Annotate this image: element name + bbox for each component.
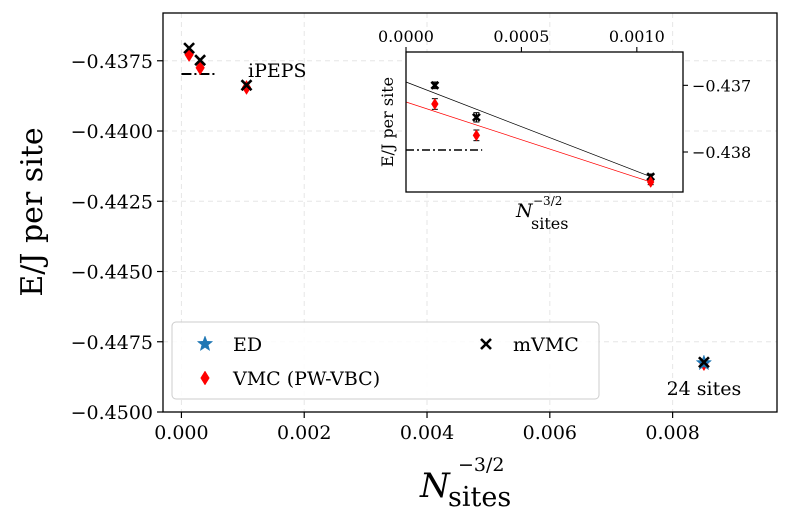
legend-marker-ed: [196, 335, 214, 352]
inset-y-axis-title: E/J per site: [378, 77, 397, 167]
inset-point-mvmc: [430, 80, 440, 90]
legend-label-ed: ED: [233, 334, 262, 356]
main-marks: [181, 42, 713, 372]
ipeps-label: iPEPS: [248, 60, 307, 82]
legend-x: [480, 338, 492, 350]
legend-label-mvmc: mVMC: [513, 334, 579, 356]
main-y-tick-label: −0.4450: [71, 262, 153, 284]
legend: ED mVMC VMC (PW-VBC): [171, 321, 600, 400]
legend-marker-mvmc: [480, 338, 492, 350]
main-x-tick-label: 0.004: [400, 422, 454, 444]
main-x-tick-label: 0.008: [645, 422, 699, 444]
inset-x-tick-label: 0.0005: [493, 27, 549, 46]
inset-x-tick-label: 0.0000: [378, 27, 434, 46]
main-y-axis-title: E/J per site: [15, 127, 50, 296]
inset-point-mvmc: [471, 112, 481, 122]
inset-x-title-sub: sites: [531, 214, 568, 233]
main-point-mvmc: [183, 42, 196, 55]
main-x-tick-label: 0.000: [154, 422, 208, 444]
legend-diamond: [200, 370, 210, 386]
inset-ticks: 0.0000 0.0005 0.0010 −0.437 −0.438: [378, 27, 751, 162]
main-x-title-sup: −3/2: [458, 454, 505, 476]
inset-y-tick-label: −0.437: [692, 76, 751, 95]
legend-box: [171, 321, 600, 400]
main-x-tick-label: 0.002: [277, 422, 331, 444]
main-x-title-main: N: [419, 466, 451, 506]
inset-x-title-sup: −3/2: [533, 194, 562, 208]
inset-fit-line: [405, 101, 651, 183]
main-plot-frame: [162, 12, 778, 413]
main-ticks: 0.000 0.002 0.004 0.006 0.008 −0.4375 −0.4400 −…: [71, 51, 700, 444]
main-x-title-sub: sites: [448, 482, 511, 513]
inset-y-tick-label: −0.438: [692, 143, 751, 162]
main-point-mvmc: [194, 54, 207, 67]
main-y-tick-label: −0.4425: [71, 191, 153, 213]
main-y-tick-label: −0.4375: [71, 51, 153, 73]
inset-plot-frame: [405, 51, 684, 193]
main-y-tick-label: −0.4500: [71, 402, 153, 424]
legend-marker-vmc: [200, 370, 210, 386]
main-y-tick-label: −0.4475: [71, 332, 153, 354]
legend-label-vmc: VMC (PW-VBC): [232, 368, 380, 390]
inset-x-title-main: N: [515, 200, 534, 222]
main-point-mvmc: [240, 79, 253, 92]
inset-x-tick-label: 0.0010: [609, 27, 665, 46]
inset-point-vmc-pw-vbc-: [472, 129, 481, 142]
inset-chart: 0.0000 0.0005 0.0010 −0.437 −0.438 E/J per s…: [378, 27, 751, 233]
main-point-mvmc: [698, 356, 710, 369]
inset-background: [406, 52, 683, 192]
inset-marks: [405, 80, 656, 188]
inset-point-vmc-pw-vbc-: [646, 176, 655, 188]
main-point-vmc-pw-vbc-: [195, 60, 205, 76]
inset-fit-line: [405, 81, 651, 177]
legend-star: [196, 335, 214, 352]
annotation-24-sites: 24 sites: [667, 378, 742, 400]
inset-x-axis-title: N −3/2 sites: [515, 194, 568, 233]
main-y-tick-label: −0.4400: [71, 121, 153, 143]
main-x-tick-label: 0.006: [523, 422, 577, 444]
inset-point-vmc-pw-vbc-: [431, 98, 439, 110]
main-x-axis-title: N −3/2 sites: [419, 454, 511, 513]
